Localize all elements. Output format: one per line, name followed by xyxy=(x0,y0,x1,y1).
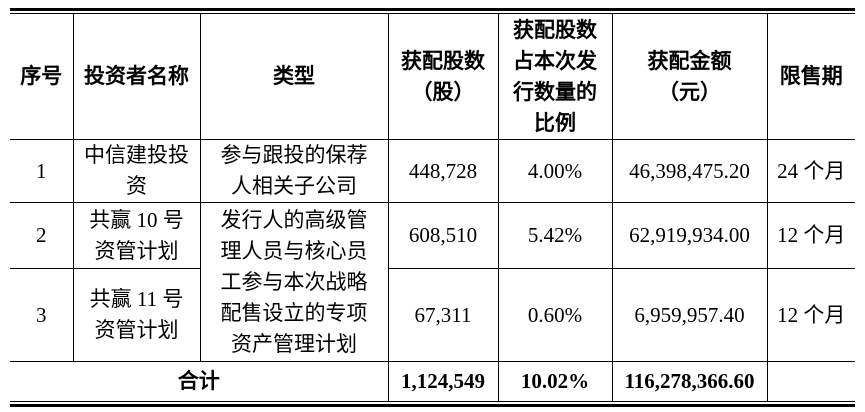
header-allocated-amount: 获配金额 （元） xyxy=(611,13,768,140)
cell-seq: 1 xyxy=(10,139,74,203)
cell-total-amount: 116,278,366.60 xyxy=(611,361,768,402)
cell-allocated-amount: 62,919,934.00 xyxy=(611,202,768,269)
table-row: 3 共赢 11 号 资管计划 67,311 0.60% 6,959,957.40… xyxy=(10,268,855,362)
header-ratio-of-issuance: 获配股数 占本次发 行数量的 比例 xyxy=(497,13,613,140)
table-top-rule xyxy=(10,8,855,11)
table-row: 2 共赢 10 号 资管计划 发行人的高级管 理人员与核心员 工参与本次战略 配… xyxy=(10,202,855,362)
cell-investor-name: 中信建投投 资 xyxy=(72,139,201,203)
cell-seq: 2 xyxy=(10,202,74,269)
table-row: 1 中信建投投 资 参与跟投的保荐 人相关子公司 448,728 4.00% 4… xyxy=(10,139,855,203)
header-allocated-shares: 获配股数 （股） xyxy=(387,13,499,140)
cell-lockup-period: 12 个月 xyxy=(766,268,855,362)
cell-ratio: 4.00% xyxy=(497,139,613,203)
table-bottom-rule xyxy=(10,404,855,407)
header-type: 类型 xyxy=(199,13,389,140)
cell-total-ratio: 10.02% xyxy=(497,361,613,402)
cell-investor-name: 共赢 10 号 资管计划 xyxy=(72,202,201,269)
cell-investor-name: 共赢 11 号 资管计划 xyxy=(72,268,201,362)
cell-total-lockup xyxy=(766,361,855,402)
cell-allocated-amount: 6,959,957.40 xyxy=(611,268,768,362)
header-investor-name: 投资者名称 xyxy=(72,13,201,140)
cell-allocated-shares: 608,510 xyxy=(387,202,499,269)
cell-allocated-shares: 67,311 xyxy=(387,268,499,362)
table-header-row: 序号 投资者名称 类型 获配股数 （股） 获配股数 占本次发 行数量的 比例 获… xyxy=(10,13,855,140)
cell-allocated-amount: 46,398,475.20 xyxy=(611,139,768,203)
cell-total-shares: 1,124,549 xyxy=(387,361,499,402)
header-seq: 序号 xyxy=(10,13,74,140)
cell-lockup-period: 24 个月 xyxy=(766,139,855,203)
cell-type: 参与跟投的保荐 人相关子公司 xyxy=(199,139,389,203)
header-lockup-period: 限售期 xyxy=(766,13,855,140)
cell-ratio: 0.60% xyxy=(497,268,613,362)
cell-type-merged: 发行人的高级管 理人员与核心员 工参与本次战略 配售设立的专项 资产管理计划 xyxy=(199,202,389,362)
cell-allocated-shares: 448,728 xyxy=(387,139,499,203)
cell-ratio: 5.42% xyxy=(497,202,613,269)
table-total-row: 合计 1,124,549 10.02% 116,278,366.60 xyxy=(10,361,855,402)
cell-lockup-period: 12 个月 xyxy=(766,202,855,269)
allocation-table: 序号 投资者名称 类型 获配股数 （股） 获配股数 占本次发 行数量的 比例 获… xyxy=(10,8,855,407)
cell-total-label: 合计 xyxy=(10,361,389,402)
allocation-table-grid: 序号 投资者名称 类型 获配股数 （股） 获配股数 占本次发 行数量的 比例 获… xyxy=(10,13,855,402)
cell-seq: 3 xyxy=(10,268,74,362)
